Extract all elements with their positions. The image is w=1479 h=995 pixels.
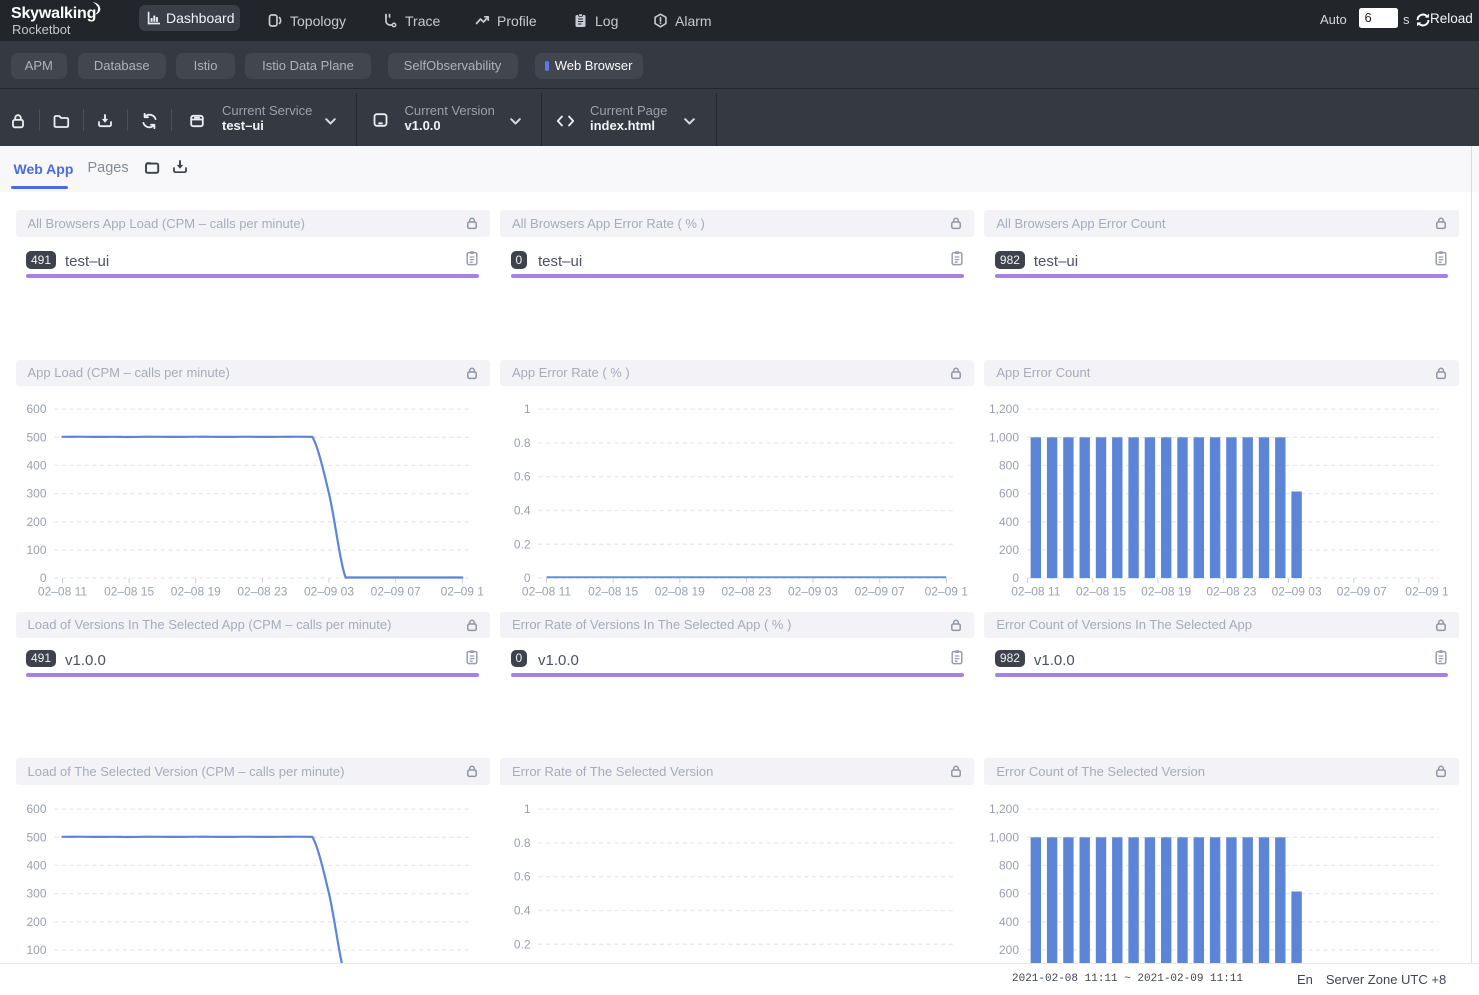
- svg-text:0.8: 0.8: [514, 836, 531, 850]
- svg-text:02–08 19: 02–08 19: [655, 584, 705, 598]
- svg-text:02–08 11: 02–08 11: [37, 584, 86, 598]
- svg-text:0.2: 0.2: [514, 537, 531, 551]
- svg-text:02–08 15: 02–08 15: [588, 584, 638, 598]
- svg-text:02–09 03: 02–09 03: [788, 584, 838, 598]
- svg-text:1: 1: [524, 802, 531, 816]
- svg-text:02–08 23: 02–08 23: [721, 584, 771, 598]
- svg-text:02–09 03: 02–09 03: [303, 584, 353, 598]
- svg-text:02–08 15: 02–08 15: [1076, 584, 1126, 598]
- svg-text:600: 600: [26, 402, 46, 416]
- svg-text:1,000: 1,000: [989, 830, 1019, 844]
- svg-text:400: 400: [999, 514, 1019, 528]
- svg-text:300: 300: [26, 887, 46, 901]
- svg-text:200: 200: [26, 514, 46, 528]
- svg-text:0.4: 0.4: [514, 503, 531, 517]
- svg-text:02–08 15: 02–08 15: [104, 584, 154, 598]
- svg-text:200: 200: [999, 542, 1019, 556]
- svg-text:0.6: 0.6: [514, 469, 531, 483]
- svg-text:02–09 07: 02–09 07: [370, 584, 420, 598]
- svg-text:02–09 1: 02–09 1: [925, 584, 969, 598]
- svg-text:800: 800: [999, 858, 1019, 872]
- svg-text:02–09 03: 02–09 03: [1272, 584, 1322, 598]
- svg-text:02–08 11: 02–08 11: [1012, 584, 1061, 598]
- svg-text:400: 400: [26, 858, 46, 872]
- svg-text:100: 100: [26, 542, 46, 556]
- svg-text:200: 200: [999, 943, 1019, 957]
- svg-text:02–09 07: 02–09 07: [855, 584, 905, 598]
- svg-text:0.4: 0.4: [514, 904, 531, 918]
- svg-text:02–08 23: 02–08 23: [1207, 584, 1257, 598]
- svg-text:02–09 07: 02–09 07: [1337, 584, 1387, 598]
- svg-text:600: 600: [26, 802, 46, 816]
- svg-text:02–08 23: 02–08 23: [237, 584, 287, 598]
- svg-text:02–08 19: 02–08 19: [170, 584, 220, 598]
- svg-text:400: 400: [26, 458, 46, 472]
- svg-text:02–08 19: 02–08 19: [1142, 584, 1192, 598]
- svg-text:0: 0: [524, 571, 531, 585]
- svg-text:02–09 1: 02–09 1: [440, 584, 484, 598]
- svg-text:0: 0: [39, 571, 46, 585]
- svg-text:0.2: 0.2: [514, 937, 531, 951]
- svg-text:800: 800: [999, 458, 1019, 472]
- svg-text:300: 300: [26, 486, 46, 500]
- svg-text:100: 100: [26, 943, 46, 957]
- svg-text:02–09 1: 02–09 1: [1406, 584, 1450, 598]
- svg-text:200: 200: [26, 915, 46, 929]
- svg-text:600: 600: [999, 486, 1019, 500]
- svg-text:500: 500: [26, 430, 46, 444]
- svg-text:1,000: 1,000: [989, 430, 1019, 444]
- svg-text:0: 0: [1013, 571, 1020, 585]
- svg-text:1,200: 1,200: [989, 402, 1019, 416]
- svg-text:500: 500: [26, 830, 46, 844]
- svg-text:0.6: 0.6: [514, 870, 531, 884]
- svg-text:1: 1: [524, 402, 531, 416]
- svg-text:02–08 11: 02–08 11: [522, 584, 571, 598]
- svg-text:400: 400: [999, 915, 1019, 929]
- svg-text:1,200: 1,200: [989, 802, 1019, 816]
- svg-text:0.8: 0.8: [514, 435, 531, 449]
- svg-text:600: 600: [999, 887, 1019, 901]
